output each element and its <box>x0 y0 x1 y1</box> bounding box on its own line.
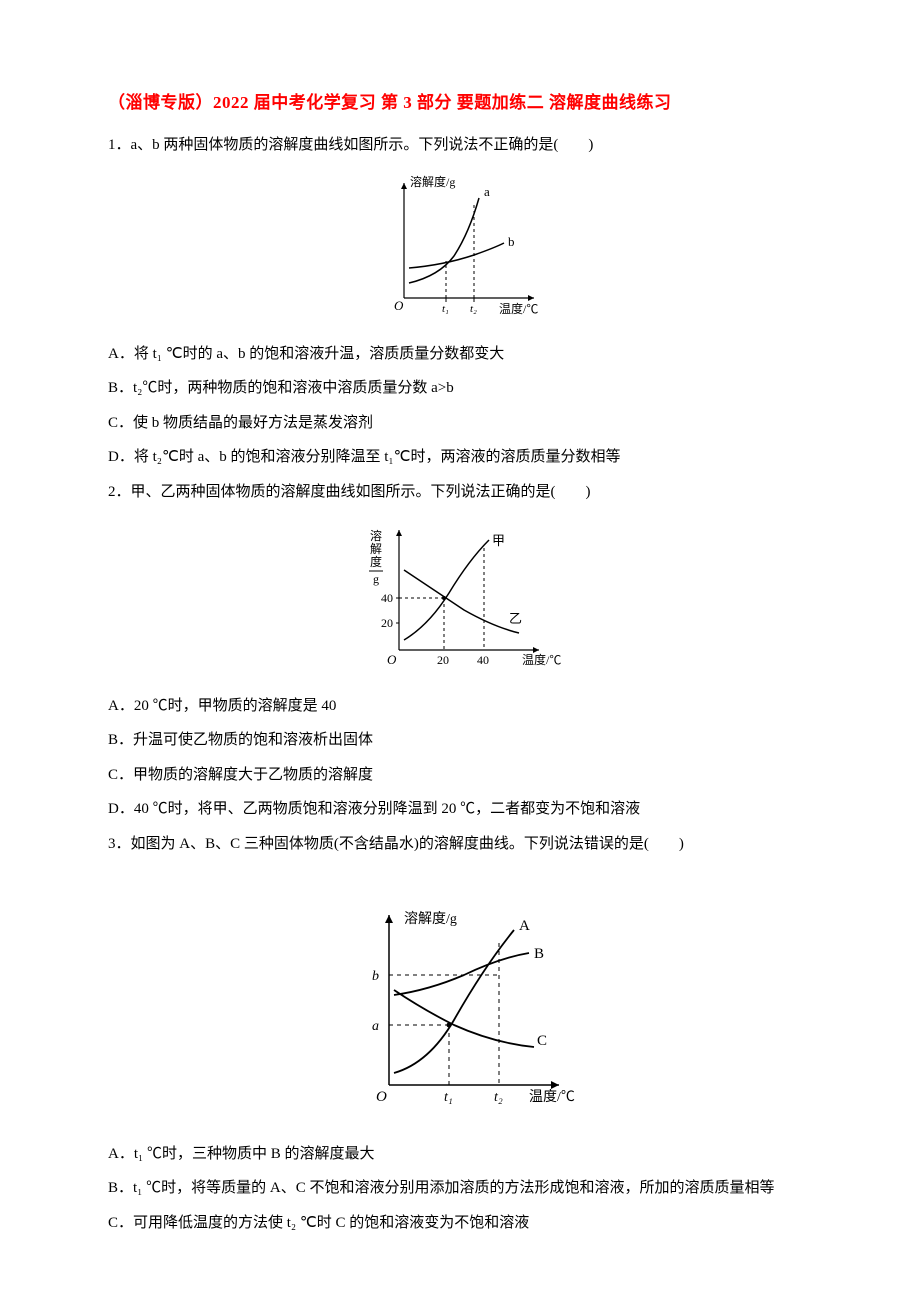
q1-t2: t₂ <box>470 303 477 315</box>
q2-yl1: 溶 <box>370 528 382 543</box>
q2-xlabel: 温度/℃ <box>522 652 561 667</box>
q3-stem: 3．如图为 A、B、C 三种固体物质(不含结晶水)的溶解度曲线。下列说法错误的是… <box>108 833 820 856</box>
q1-B: B．t₂℃时，两种物质的饱和溶液中溶质质量分数 a>b <box>108 377 820 400</box>
q3-chart: a b 溶解度/g 温度/℃ A B C O t₁ t₂ <box>108 895 820 1123</box>
q2-x20: 20 <box>437 653 449 667</box>
q1-chart: 溶解度/g 温度/℃ a b O t₁ t₂ <box>108 168 820 331</box>
q2-series-a: 甲 <box>492 533 505 548</box>
q2-origin: O <box>387 652 397 667</box>
q1-xlabel: 温度/℃ <box>499 301 538 316</box>
q3-yb: b <box>372 969 379 984</box>
q3-B-opt: B．t₁ ℃时，将等质量的 A、C 不饱和溶液分别用添加溶质的方法形成饱和溶液，… <box>108 1177 820 1200</box>
q3-A-opt: A．t₁ ℃时，三种物质中 B 的溶解度最大 <box>108 1143 820 1166</box>
q3-t1: t₁ <box>444 1090 453 1105</box>
q1-origin: O <box>394 298 404 313</box>
q3-C-opt: C．可用降低温度的方法使 t₂ ℃时 C 的饱和溶液变为不饱和溶液 <box>108 1212 820 1235</box>
q2-D: D．40 ℃时，将甲、乙两物质饱和溶液分别降温到 20 ℃，二者都变为不饱和溶液 <box>108 798 820 821</box>
q2-stem: 2．甲、乙两种固体物质的溶解度曲线如图所示。下列说法正确的是( ) <box>108 481 820 504</box>
q3-C: C <box>537 1033 547 1049</box>
q2-B: B．升温可使乙物质的饱和溶液析出固体 <box>108 729 820 752</box>
q1-C: C．使 b 物质结晶的最好方法是蒸发溶剂 <box>108 412 820 435</box>
q2-chart: 20 40 20 40 溶 解 度 g 温度/℃ 甲 乙 O <box>108 515 820 683</box>
q1-D: D．将 t₂℃时 a、b 的饱和溶液分别降温至 t₁℃时，两溶液的溶质质量分数相… <box>108 446 820 469</box>
q3-xlabel: 温度/℃ <box>529 1089 575 1105</box>
q2-y40: 40 <box>381 591 393 605</box>
q3-A: A <box>519 918 530 934</box>
q1-ylabel: 溶解度/g <box>410 174 455 189</box>
q1-t1: t₁ <box>442 303 449 315</box>
q2-yl4: g <box>373 572 379 586</box>
q1-stem: 1．a、b 两种固体物质的溶解度曲线如图所示。下列说法不正确的是( ) <box>108 134 820 157</box>
q3-ya: a <box>372 1019 379 1034</box>
q1-series-b: b <box>508 234 515 249</box>
q2-y20: 20 <box>381 616 393 630</box>
q3-ylabel: 溶解度/g <box>404 911 457 927</box>
q2-yl2: 解 <box>370 542 382 556</box>
q2-x40: 40 <box>477 653 489 667</box>
q1-A: A．将 t₁ ℃时的 a、b 的饱和溶液升温，溶质质量分数都变大 <box>108 343 820 366</box>
q2-C: C．甲物质的溶解度大于乙物质的溶解度 <box>108 764 820 787</box>
q3-origin: O <box>376 1089 387 1105</box>
q3-t2: t₂ <box>494 1090 503 1105</box>
q2-yl3: 度 <box>370 554 382 569</box>
q2-series-b: 乙 <box>509 611 522 626</box>
q1-series-a: a <box>484 184 490 199</box>
q3-B: B <box>534 946 544 962</box>
q2-A: A．20 ℃时，甲物质的溶解度是 40 <box>108 695 820 718</box>
page-title: （淄博专版）2022 届中考化学复习 第 3 部分 要题加练二 溶解度曲线练习 <box>108 90 820 116</box>
